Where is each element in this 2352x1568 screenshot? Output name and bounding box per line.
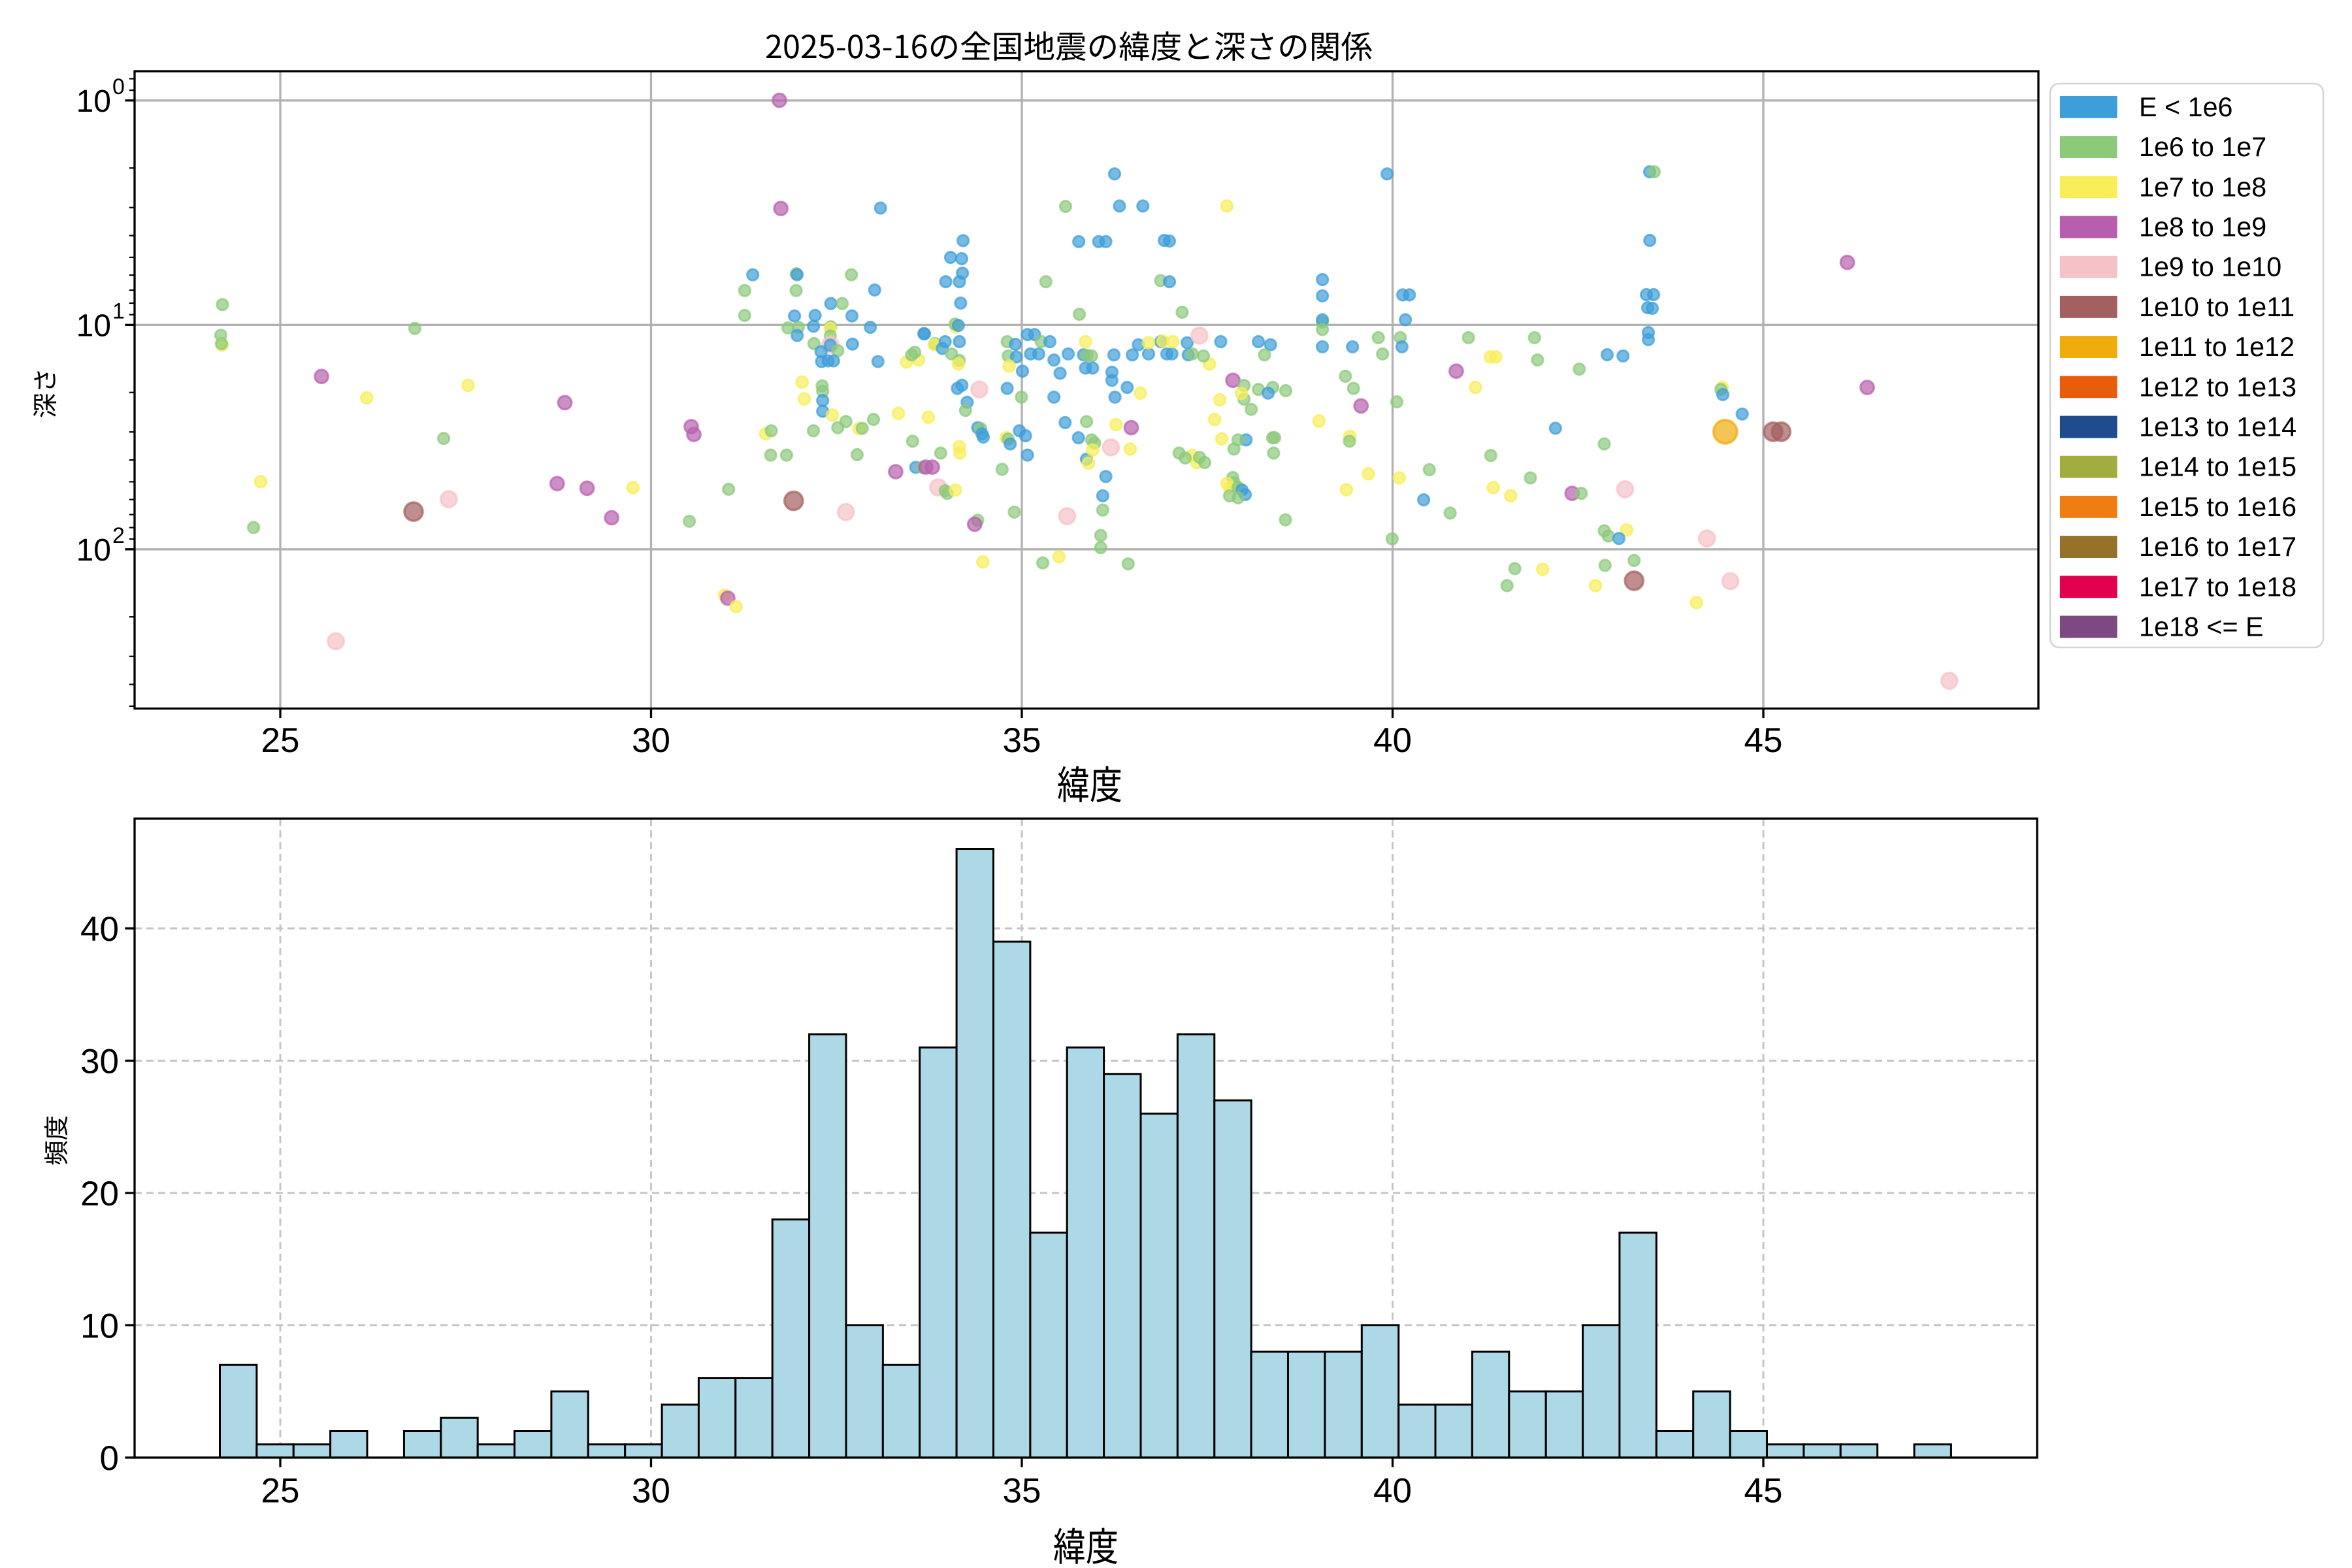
svg-text:25: 25 xyxy=(261,721,300,760)
svg-text:1: 1 xyxy=(112,299,125,323)
svg-text:1e14 to 1e15: 1e14 to 1e15 xyxy=(2139,452,2296,482)
svg-text:30: 30 xyxy=(632,721,670,760)
svg-text:2: 2 xyxy=(112,523,125,548)
svg-text:1e16 to 1e17: 1e16 to 1e17 xyxy=(2139,532,2296,562)
svg-text:45: 45 xyxy=(1744,1472,1783,1511)
svg-text:40: 40 xyxy=(80,910,119,949)
svg-text:35: 35 xyxy=(1003,721,1041,760)
svg-text:10: 10 xyxy=(80,1307,119,1346)
svg-text:40: 40 xyxy=(1373,1472,1412,1511)
svg-text:1e7 to 1e8: 1e7 to 1e8 xyxy=(2139,172,2266,202)
svg-text:E < 1e6: E < 1e6 xyxy=(2139,92,2233,122)
svg-text:10: 10 xyxy=(76,84,111,119)
svg-text:1e15 to 1e16: 1e15 to 1e16 xyxy=(2139,492,2296,522)
svg-text:40: 40 xyxy=(1373,721,1412,760)
svg-text:1e9 to 1e10: 1e9 to 1e10 xyxy=(2139,252,2281,282)
svg-text:10: 10 xyxy=(76,533,111,568)
svg-text:20: 20 xyxy=(80,1175,119,1213)
svg-text:1e17 to 1e18: 1e17 to 1e18 xyxy=(2139,572,2296,602)
svg-text:30: 30 xyxy=(632,1472,670,1511)
svg-text:1e18 <= E: 1e18 <= E xyxy=(2139,612,2264,642)
svg-text:1e11 to 1e12: 1e11 to 1e12 xyxy=(2139,332,2295,362)
svg-text:1e8 to 1e9: 1e8 to 1e9 xyxy=(2139,212,2266,242)
svg-text:0: 0 xyxy=(112,74,125,99)
svg-text:45: 45 xyxy=(1744,721,1783,760)
svg-text:1e6 to 1e7: 1e6 to 1e7 xyxy=(2139,132,2266,162)
svg-text:1e12 to 1e13: 1e12 to 1e13 xyxy=(2139,372,2296,402)
svg-text:0: 0 xyxy=(100,1439,119,1478)
svg-text:1e13 to 1e14: 1e13 to 1e14 xyxy=(2139,412,2296,442)
svg-text:10: 10 xyxy=(76,308,111,343)
svg-text:1e10 to 1e11: 1e10 to 1e11 xyxy=(2139,292,2295,322)
svg-text:25: 25 xyxy=(261,1472,300,1511)
svg-text:35: 35 xyxy=(1003,1472,1041,1511)
svg-text:30: 30 xyxy=(80,1043,119,1081)
